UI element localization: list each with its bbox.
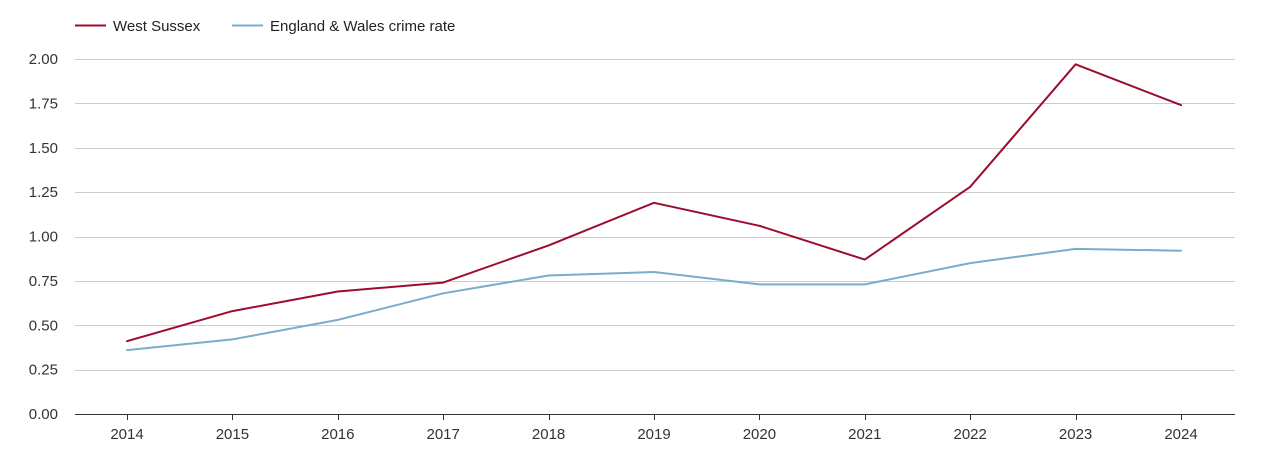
y-tick-label: 1.50 [29, 140, 58, 157]
y-tick-label: 1.25 [29, 184, 58, 201]
series-line-1 [126, 247, 1182, 352]
x-tick-label: 2017 [427, 426, 460, 443]
y-tick-label: 2.00 [29, 51, 58, 68]
y-tick-label: 1.75 [29, 95, 58, 112]
legend-label: England & Wales crime rate [270, 18, 455, 35]
y-tick-label: 0.00 [29, 406, 58, 423]
grid-lines [75, 59, 1235, 415]
legend: West Sussex England & Wales crime rate [75, 18, 455, 35]
x-tick-label: 2015 [216, 426, 249, 443]
x-tick-label: 2023 [1059, 426, 1092, 443]
x-tick-label: 2020 [743, 426, 776, 443]
y-tick-label: 0.75 [29, 273, 58, 290]
x-tick-label: 2021 [848, 426, 881, 443]
x-tick-label: 2019 [637, 426, 670, 443]
x-tick-label: 2018 [532, 426, 565, 443]
x-tick-label: 2016 [321, 426, 354, 443]
y-tick-label: 0.25 [29, 362, 58, 379]
x-tick-label: 2014 [110, 426, 143, 443]
x-axis-ticks: 2014 2015 2016 2017 2018 2019 2020 2021 2022 2023… [110, 414, 1198, 443]
y-tick-label: 1.00 [29, 229, 58, 246]
series-lines [126, 63, 1182, 352]
x-tick-label: 2024 [1164, 426, 1197, 443]
y-tick-label: 0.50 [29, 317, 58, 334]
y-axis-ticks: 0.00 0.25 0.50 0.75 1.00 1.25 1.50 1.75 2.00 [29, 51, 58, 423]
x-tick-label: 2022 [954, 426, 987, 443]
series-line-0 [126, 63, 1182, 343]
legend-label: West Sussex [113, 18, 201, 35]
